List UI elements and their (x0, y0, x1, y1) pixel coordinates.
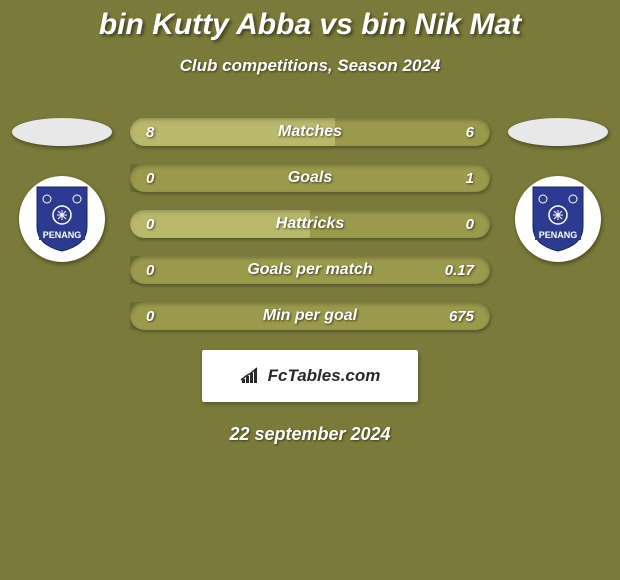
left-club-badge: PENANG (19, 176, 105, 262)
stat-value-left: 0 (146, 262, 154, 279)
stat-value-left: 0 (146, 170, 154, 187)
left-flag-oval (12, 118, 112, 146)
stat-value-left: 0 (146, 308, 154, 325)
stat-bar: 0 Hattricks 0 (130, 210, 490, 238)
right-flag-oval (508, 118, 608, 146)
stat-value-right: 0 (466, 216, 474, 233)
stat-label: Matches (278, 123, 342, 141)
stat-label: Goals (288, 169, 332, 187)
main-row: PENANG 8 Matches 6 0 Goals 1 0 Hattricks 0 0 Goals… (0, 118, 620, 330)
penang-shield-icon: PENANG (529, 185, 587, 253)
date-label: 22 september 2024 (0, 424, 620, 445)
stat-bar: 8 Matches 6 (130, 118, 490, 146)
svg-text:PENANG: PENANG (539, 230, 578, 240)
stat-value-right: 1 (466, 170, 474, 187)
stat-value-right: 675 (449, 308, 474, 325)
right-club-badge: PENANG (515, 176, 601, 262)
stats-column: 8 Matches 6 0 Goals 1 0 Hattricks 0 0 Goals per ma… (130, 118, 490, 330)
penang-shield-icon: PENANG (33, 185, 91, 253)
stat-value-right: 6 (466, 124, 474, 141)
stat-value-left: 8 (146, 124, 154, 141)
stat-bar: 0 Goals per match 0.17 (130, 256, 490, 284)
stat-label: Hattricks (276, 215, 344, 233)
stat-bar: 0 Goals 1 (130, 164, 490, 192)
brand-text: FcTables.com (268, 366, 381, 386)
brand-box: FcTables.com (202, 350, 418, 402)
page-title: bin Kutty Abba vs bin Nik Mat (0, 8, 620, 42)
svg-text:PENANG: PENANG (43, 230, 82, 240)
stat-bar: 0 Min per goal 675 (130, 302, 490, 330)
stat-label: Goals per match (247, 261, 372, 279)
subtitle: Club competitions, Season 2024 (0, 56, 620, 76)
left-player-column: PENANG (12, 118, 112, 262)
stat-label: Min per goal (263, 307, 357, 325)
stat-value-left: 0 (146, 216, 154, 233)
bar-chart-icon (240, 367, 262, 385)
stat-value-right: 0.17 (445, 262, 474, 279)
comparison-infographic: bin Kutty Abba vs bin Nik Mat Club compe… (0, 0, 620, 445)
right-player-column: PENANG (508, 118, 608, 262)
